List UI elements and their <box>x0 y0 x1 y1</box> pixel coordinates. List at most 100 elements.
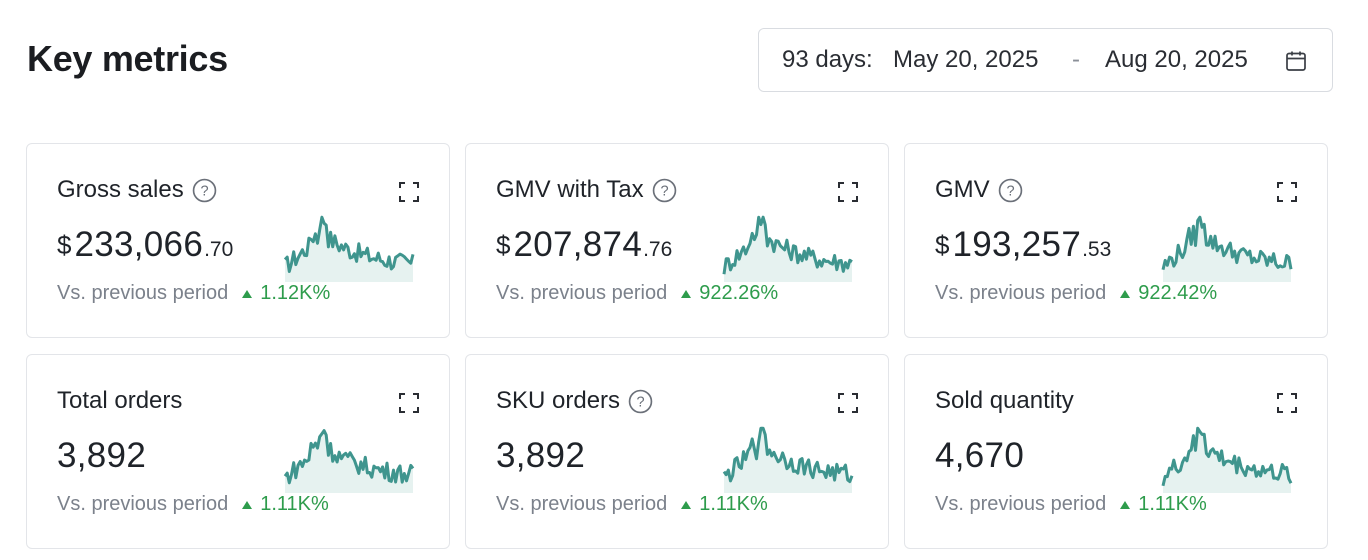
metric-value: $ 233,066 .70 <box>57 225 233 265</box>
sparkline <box>283 215 415 282</box>
currency-symbol: $ <box>935 230 950 260</box>
delta-value: 1.11K% <box>699 493 768 515</box>
metric-title-text: Total orders <box>57 387 183 414</box>
expand-icon[interactable] <box>397 391 421 415</box>
svg-text:?: ? <box>1006 183 1014 199</box>
sparkline-area <box>1163 217 1291 282</box>
sparkline-line <box>722 426 854 484</box>
metric-card-gross-sales[interactable]: Gross sales ? $ 233,066 .70 Vs. previous… <box>26 143 450 338</box>
calendar-icon[interactable] <box>1284 49 1308 73</box>
up-arrow-icon <box>1120 500 1131 509</box>
comparison-row: Vs. previous period 922.26% <box>496 282 778 305</box>
sparkline <box>722 426 854 493</box>
sparkline-area <box>285 217 413 282</box>
metric-title: GMV ? <box>935 176 1023 204</box>
help-icon[interactable]: ? <box>192 178 217 203</box>
metric-value-number: 3,892 <box>57 436 147 475</box>
sparkline-line <box>1161 426 1293 487</box>
up-arrow-icon <box>1120 289 1131 298</box>
delta-badge: 1.11K% <box>242 493 329 516</box>
metric-value-decimal: .70 <box>204 238 234 261</box>
currency-symbol: $ <box>496 230 511 260</box>
help-icon[interactable]: ? <box>998 178 1023 203</box>
up-arrow-icon <box>681 500 692 509</box>
metric-value: $ 193,257 .53 <box>935 225 1111 265</box>
metric-value: $ 207,874 .76 <box>496 225 672 265</box>
metric-card-total-orders[interactable]: Total orders 3,892 Vs. previous period 1… <box>26 354 450 549</box>
metric-title: SKU orders ? <box>496 387 653 415</box>
up-arrow-icon <box>242 289 253 298</box>
metric-title-text: SKU orders <box>496 387 621 414</box>
sparkline <box>1161 426 1293 493</box>
metric-value: 4,670 <box>935 436 1024 476</box>
metric-value: 3,892 <box>496 436 585 476</box>
sparkline-line <box>283 215 415 273</box>
metric-value-decimal: .53 <box>1082 238 1112 261</box>
delta-badge: 1.12K% <box>242 282 330 305</box>
metric-title: Gross sales ? <box>57 176 217 204</box>
delta-value: 1.11K% <box>1138 493 1207 515</box>
currency-symbol: $ <box>57 230 72 260</box>
delta-value: 922.42% <box>1138 282 1218 304</box>
up-arrow-icon <box>681 289 692 298</box>
sparkline <box>283 429 415 493</box>
sparkline-line <box>1161 215 1293 271</box>
sparkline-line <box>283 429 415 485</box>
metric-title-text: Gross sales <box>57 176 184 203</box>
metric-card-gmv-with-tax[interactable]: GMV with Tax ? $ 207,874 .76 Vs. previou… <box>465 143 889 338</box>
comparison-row: Vs. previous period 1.11K% <box>57 493 329 516</box>
metric-title-text: Sold quantity <box>935 387 1074 414</box>
comparison-row: Vs. previous period 1.12K% <box>57 282 330 305</box>
delta-badge: 1.11K% <box>1120 493 1207 516</box>
delta-badge: 922.26% <box>681 282 778 305</box>
sparkline-area <box>285 430 413 493</box>
comparison-label: Vs. previous period <box>57 493 229 515</box>
date-range-separator: - <box>1072 46 1080 73</box>
svg-text:?: ? <box>200 183 208 199</box>
metric-title-text: GMV with Tax <box>496 176 644 203</box>
sparkline <box>1161 215 1293 282</box>
delta-value: 922.26% <box>699 282 779 304</box>
metric-card-sold-quantity[interactable]: Sold quantity 4,670 Vs. previous period … <box>904 354 1328 549</box>
help-icon[interactable]: ? <box>652 178 677 203</box>
metric-title: GMV with Tax ? <box>496 176 677 204</box>
svg-text:?: ? <box>636 394 644 410</box>
help-icon[interactable]: ? <box>628 389 653 414</box>
comparison-row: Vs. previous period 1.11K% <box>935 493 1207 516</box>
delta-value: 1.12K% <box>260 282 331 304</box>
comparison-label: Vs. previous period <box>57 282 229 304</box>
metric-value-number: 3,892 <box>496 436 586 475</box>
metric-value-integer: 193,257 <box>952 225 1082 264</box>
metric-card-sku-orders[interactable]: SKU orders ? 3,892 Vs. previous period 1… <box>465 354 889 549</box>
delta-badge: 922.42% <box>1120 282 1217 305</box>
svg-text:?: ? <box>660 183 668 199</box>
comparison-label: Vs. previous period <box>496 282 668 304</box>
expand-icon[interactable] <box>836 391 860 415</box>
date-range-days: 93 days: <box>782 46 873 73</box>
comparison-row: Vs. previous period 1.11K% <box>496 493 768 516</box>
expand-icon[interactable] <box>1275 180 1299 204</box>
comparison-label: Vs. previous period <box>935 493 1107 515</box>
sparkline-line <box>722 215 853 275</box>
date-range-start[interactable]: May 20, 2025 <box>893 46 1039 73</box>
metric-card-gmv[interactable]: GMV ? $ 193,257 .53 Vs. previous period … <box>904 143 1328 338</box>
delta-value: 1.11K% <box>260 493 329 515</box>
date-range-end[interactable]: Aug 20, 2025 <box>1105 46 1248 73</box>
sparkline <box>722 215 853 282</box>
metric-value-decimal: .76 <box>643 238 673 261</box>
expand-icon[interactable] <box>836 180 860 204</box>
metric-value-integer: 233,066 <box>74 225 204 264</box>
up-arrow-icon <box>242 500 253 509</box>
metric-value-number: 4,670 <box>935 436 1025 475</box>
date-range-picker[interactable]: 93 days: May 20, 2025 - Aug 20, 2025 <box>758 28 1333 92</box>
expand-icon[interactable] <box>397 180 421 204</box>
comparison-row: Vs. previous period 922.42% <box>935 282 1217 305</box>
metric-title: Total orders <box>57 387 182 415</box>
expand-icon[interactable] <box>1275 391 1299 415</box>
metric-value-integer: 207,874 <box>513 225 643 264</box>
metric-title-text: GMV <box>935 176 990 203</box>
comparison-label: Vs. previous period <box>496 493 668 515</box>
metric-value: 3,892 <box>57 436 146 476</box>
comparison-label: Vs. previous period <box>935 282 1107 304</box>
delta-badge: 1.11K% <box>681 493 768 516</box>
